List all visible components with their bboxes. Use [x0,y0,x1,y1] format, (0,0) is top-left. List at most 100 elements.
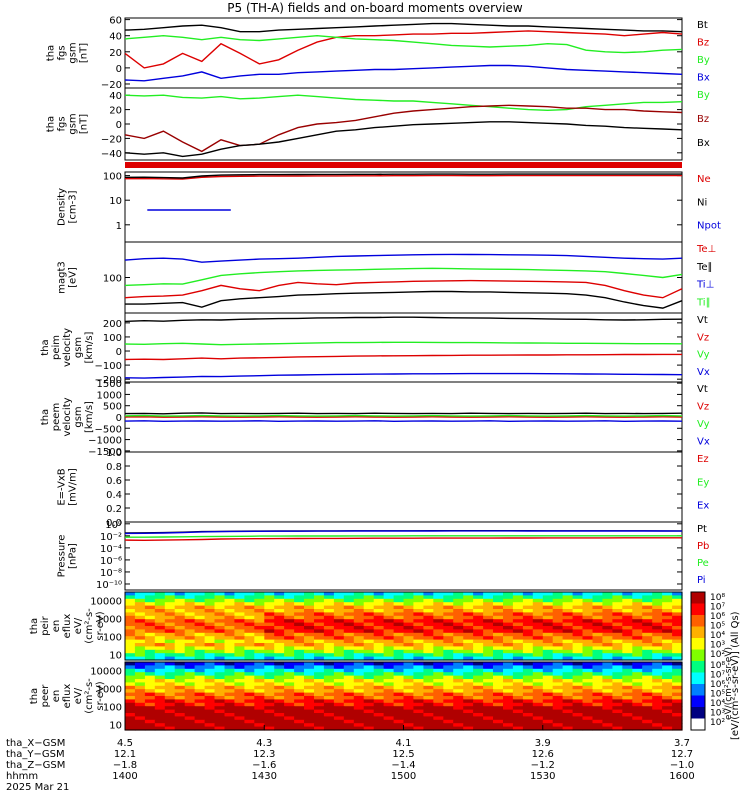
legend-Bx: Bx [697,138,710,149]
separator-bar [125,162,682,168]
ylabel-line: [mV/m] [68,468,79,506]
colorbar-segment [691,684,705,696]
ytick-label: 40 [109,91,122,102]
ylabel-line: [km/s] [84,401,95,433]
ylabel-line: [nT] [79,43,90,63]
colorbar-tick: 10⁷ [710,603,725,613]
series-Bt [125,24,682,32]
ytick-label: 0.6 [106,476,122,487]
ylabel-line: fgs [57,45,68,60]
ylabel-line: peer [40,684,51,708]
xtick-time: 1400 [112,771,137,782]
series-Bx [125,66,682,81]
ytick-label: 10⁻¹⁰ [96,580,122,591]
panel-frame [125,88,682,160]
legend-Vx: Vx [697,367,710,378]
legend-Vt: Vt [697,315,708,326]
series-By [125,95,682,110]
ytick-label: −20 [101,80,122,91]
legend-By: By [697,55,710,66]
ytick-label: 10⁻⁶ [100,556,122,567]
ylabel-line: peem [51,403,62,431]
legend-Vy: Vy [697,419,710,430]
legend-Bx: Bx [697,73,710,84]
xaxis-row-label: hhmm [6,771,38,782]
series-Bz [125,105,682,151]
ylabel-line: velocity [62,328,73,367]
legend-Bt: Bt [697,20,708,31]
colorbar-segment [691,696,705,708]
ytick-label: 10 [109,721,122,732]
colorbar-label-overlap: eV/(cm²-s-sr-eV) [724,647,734,720]
colorbar-segment [691,707,705,719]
ytick-label: 1 [116,221,122,232]
ytick-label: 10⁰ [105,520,122,531]
ylabel-line: [km/s] [84,331,95,363]
colorbar-segment [691,661,705,673]
panel-frame [125,313,682,382]
ylabel-line: velocity [62,397,73,436]
legend-Pe: Pe [697,558,709,569]
ylabel-line: tha [29,618,40,634]
ylabel-line: (cm²-s- [84,678,95,714]
xaxis-row-label: tha_Z−GSM [6,760,65,771]
ylabel-line: eflux [62,684,73,709]
ytick-label: 40 [109,32,122,43]
ytick-label: 10⁻² [100,532,122,543]
legend-Ez: Ez [697,454,709,465]
panel-frame [125,242,682,313]
ytick-label: 10 [109,651,122,662]
ytick-label: 100 [103,172,122,183]
ylabel-line: [nT] [79,114,90,134]
ylabel-line: tha [40,409,51,425]
ylabel-line: gsm [73,406,84,427]
legend-Vy: Vy [697,350,710,361]
colorbar-segment [691,604,705,616]
legend-Vz: Vz [697,332,709,343]
series-Pe [125,536,682,537]
legend-Ex: Ex [697,501,709,512]
ylabel-line: eV/ [73,687,84,704]
ylabel-line: magt3 [57,261,68,294]
legend-Vx: Vx [697,437,710,448]
ylabel-line: tha [46,116,57,132]
series-Te⊥ [125,281,682,298]
ylabel-line: peim [51,335,62,360]
legend-Vz: Vz [697,402,709,413]
legend-Pb: Pb [697,541,709,552]
ylabel-line: en [51,620,62,633]
xtick-time: 1530 [530,771,555,782]
ytick-label: 0.2 [106,504,122,515]
xtick-y: 12.3 [253,749,275,760]
xtick-y: 12.5 [392,749,414,760]
ylabel-line: Pressure [57,535,68,578]
legend-Ti∥: Ti∥ [696,297,711,308]
ylabel-line: en [51,690,62,703]
legend-Te⊥: Te⊥ [696,244,716,255]
colorbar-segment [691,627,705,639]
series-Ti∥ [125,268,682,285]
ytick-label: −100 [95,361,122,372]
ytick-label: 0.8 [106,462,122,473]
series-Vt [125,317,682,321]
legend-Pi: Pi [697,575,706,586]
ytick-label: 100 [103,274,122,285]
ytick-label: 200 [103,319,122,330]
colorbar-segment [691,592,705,604]
xaxis-row-label: tha_X−GSM [6,738,65,749]
xtick-x: 3.9 [535,738,551,749]
ylabel-line: eV/ [73,617,84,634]
legend-Ne: Ne [697,174,711,185]
xtick-z: −1.0 [670,760,694,771]
xtick-x: 4.5 [117,738,133,749]
xtick-x: 4.3 [256,738,272,749]
legend-Npot: Npot [697,221,721,232]
ytick-label: 0 [116,64,122,75]
